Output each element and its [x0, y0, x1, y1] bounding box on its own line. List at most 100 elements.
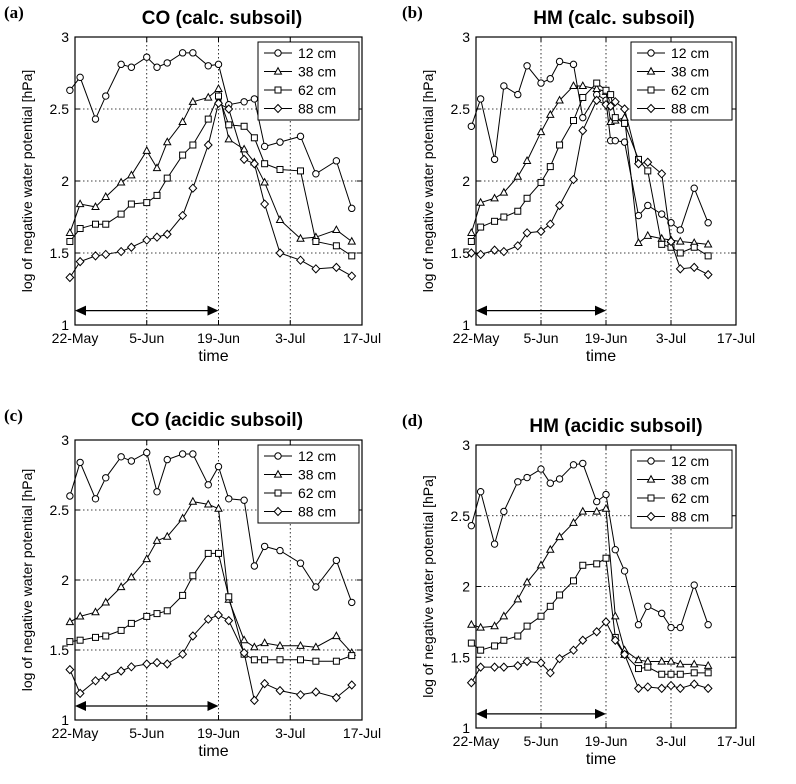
series-line: [69, 94, 353, 257]
series-88cm: [466, 617, 713, 694]
legend-label: 38 cm: [298, 64, 336, 80]
series-62cm: [467, 554, 712, 678]
data-point: [311, 642, 321, 651]
data-point: [214, 462, 223, 471]
data-point: [522, 155, 532, 164]
y-axis-label: log of negative water potential [hPa]: [420, 70, 436, 293]
legend-marker: [274, 452, 282, 460]
data-point: [240, 122, 248, 130]
data-point: [592, 627, 602, 637]
data-point: [178, 210, 188, 221]
data-point: [126, 662, 136, 672]
x-tick-label: 22-May: [52, 330, 99, 346]
data-point: [676, 249, 684, 257]
y-tick-label: 3: [462, 437, 470, 453]
data-point: [644, 663, 652, 671]
data-point: [240, 496, 248, 504]
data-point: [332, 631, 341, 640]
data-point: [592, 506, 602, 515]
data-point: [163, 455, 171, 464]
arrow-head-left: [476, 305, 487, 316]
series-line: [69, 501, 353, 654]
data-point: [513, 171, 523, 180]
data-point: [215, 92, 222, 100]
data-point: [555, 200, 565, 211]
chart-title: HM (acidic subsoil): [529, 416, 702, 437]
data-point: [188, 96, 198, 105]
data-point: [296, 255, 305, 265]
panel-letter: (d): [402, 411, 423, 430]
data-point: [188, 631, 198, 641]
legend-label: 88 cm: [671, 509, 709, 525]
data-point: [546, 163, 554, 171]
y-tick-label: 2.5: [451, 508, 471, 524]
data-point: [127, 619, 135, 627]
data-point: [142, 554, 152, 563]
irrigation-period-arrow: [75, 701, 219, 711]
series-38cm: [467, 81, 713, 248]
data-point: [178, 450, 187, 458]
data-point: [189, 572, 197, 580]
legend-item: 88 cm: [264, 101, 336, 117]
series-12cm: [467, 57, 712, 234]
data-point: [690, 669, 698, 677]
x-tick-label: 17-Jul: [717, 733, 755, 749]
data-point: [260, 199, 270, 209]
data-point: [476, 197, 485, 206]
data-point: [555, 95, 564, 104]
data-point: [249, 695, 259, 706]
legend-label: 88 cm: [671, 101, 709, 117]
data-point: [163, 174, 171, 182]
data-point: [75, 688, 85, 699]
legend: 12 cm 38 cm 62 cm 88 cm: [630, 41, 733, 121]
data-point: [578, 506, 588, 515]
data-point: [163, 607, 171, 615]
data-point: [644, 602, 652, 611]
data-point: [162, 137, 172, 146]
data-point: [188, 496, 198, 505]
data-point: [658, 240, 666, 248]
data-point: [500, 213, 508, 221]
data-point: [224, 134, 234, 143]
data-point: [593, 497, 601, 506]
data-point: [203, 92, 213, 101]
data-point: [127, 572, 136, 581]
data-point: [91, 495, 100, 503]
data-point: [667, 670, 675, 678]
legend-item: 38 cm: [264, 64, 336, 80]
data-point: [703, 660, 713, 669]
data-point: [569, 174, 578, 185]
arrow-head-right: [595, 708, 606, 719]
data-point: [536, 658, 546, 668]
data-point: [152, 657, 162, 668]
arrow-head-right: [207, 305, 219, 316]
data-point: [466, 677, 476, 688]
data-point: [537, 79, 545, 87]
data-point: [578, 635, 588, 645]
data-point: [634, 655, 643, 664]
data-point: [689, 262, 699, 273]
panel-letter: (b): [402, 3, 423, 22]
data-point: [570, 117, 577, 125]
data-point: [152, 232, 162, 242]
data-point: [556, 141, 564, 149]
data-point: [101, 191, 111, 200]
data-point: [76, 636, 84, 644]
data-point: [239, 635, 249, 644]
legend-label: 38 cm: [671, 64, 709, 80]
data-point: [178, 649, 188, 659]
legend-marker: [273, 103, 283, 114]
data-point: [657, 683, 667, 694]
data-point: [658, 670, 666, 678]
data-point: [675, 659, 685, 668]
data-point: [261, 656, 269, 664]
data-point: [203, 499, 213, 508]
data-point: [91, 115, 100, 123]
legend-item: 62 cm: [264, 82, 336, 98]
data-point: [667, 623, 675, 632]
data-point: [239, 154, 249, 165]
data-point: [611, 114, 619, 122]
data-point: [569, 60, 578, 69]
data-point: [152, 535, 162, 544]
data-point: [178, 513, 187, 522]
